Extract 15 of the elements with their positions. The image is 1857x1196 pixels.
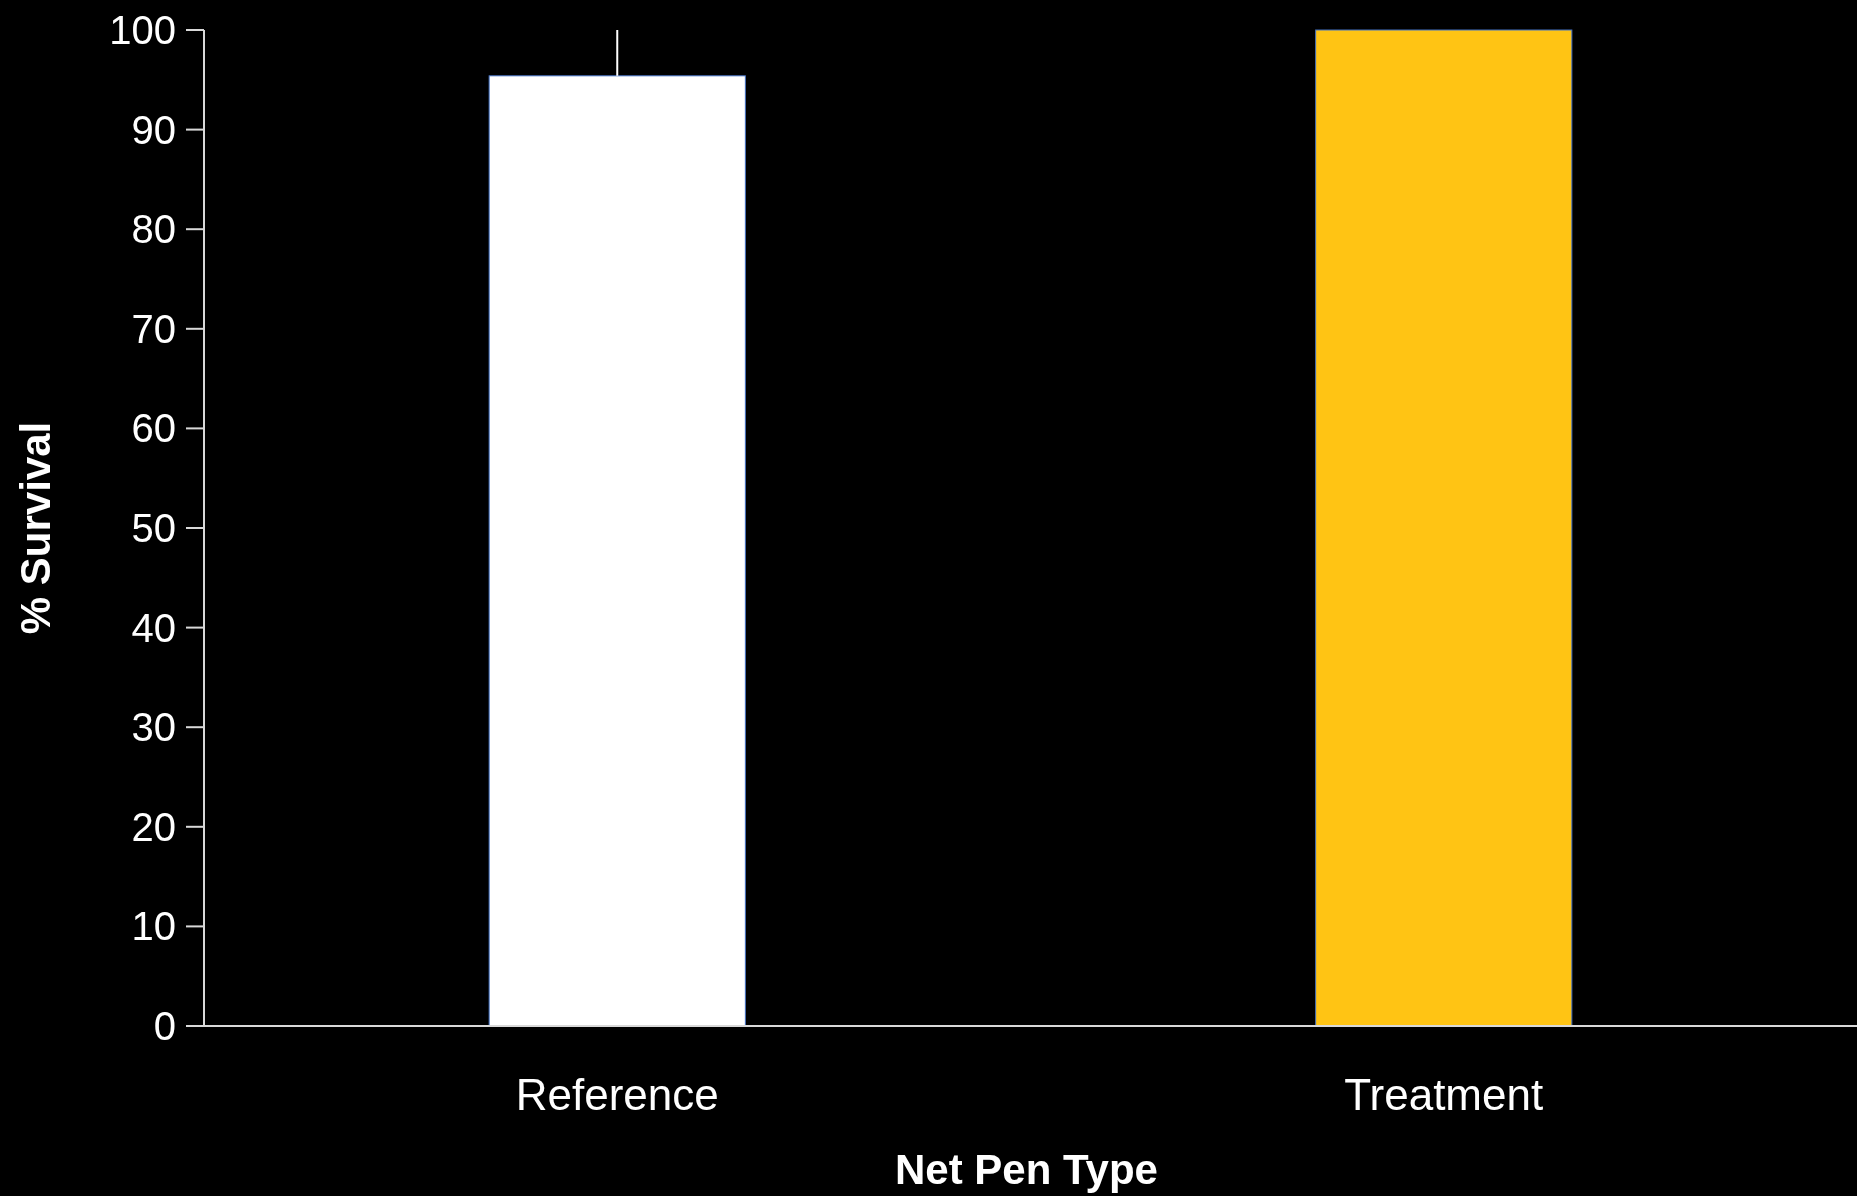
x-axis-title: Net Pen Type — [895, 1146, 1158, 1193]
y-tick-label: 100 — [109, 8, 176, 52]
y-tick-label: 90 — [131, 107, 176, 152]
y-tick-label: 10 — [131, 904, 176, 949]
y-tick-label: 0 — [153, 1004, 176, 1048]
y-tick-label: 70 — [131, 306, 176, 351]
y-tick-label: 80 — [131, 207, 176, 252]
y-tick-label: 50 — [131, 506, 176, 550]
y-tick-label: 40 — [131, 605, 176, 650]
y-tick-label: 60 — [131, 406, 176, 451]
x-tick-label: Treatment — [1344, 1070, 1544, 1119]
x-tick-label: Reference — [515, 1070, 719, 1119]
y-tick-label: 20 — [131, 804, 176, 849]
y-axis-title: % Survival — [12, 421, 59, 635]
y-tick-label: 30 — [131, 705, 176, 750]
